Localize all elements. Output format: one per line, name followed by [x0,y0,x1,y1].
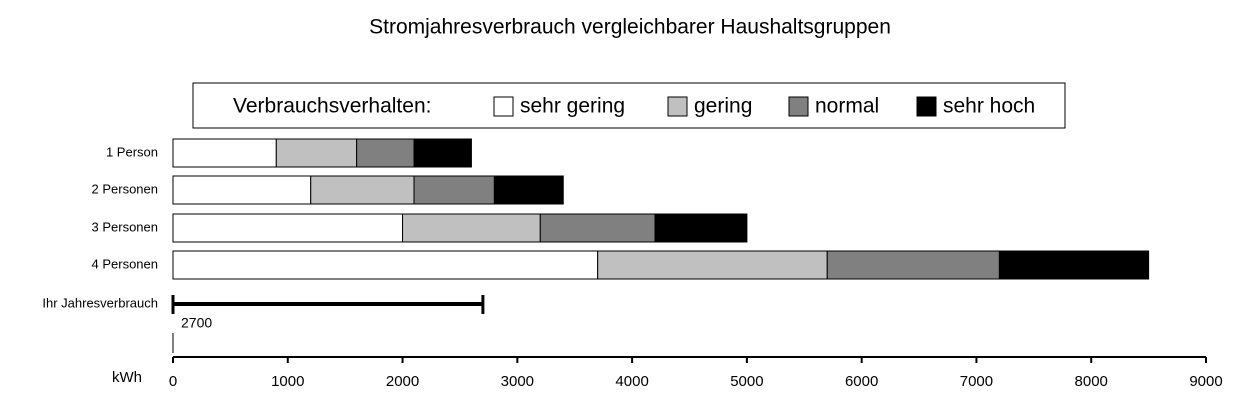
legend-label: sehr hoch [943,95,1035,118]
x-tick-label: 8000 [1075,373,1108,390]
bar-segment [413,175,495,205]
consumption-value: 2700 [181,315,212,331]
bar-segment [356,138,415,168]
consumption-label: Ihr Jahresverbrauch [42,295,158,310]
bar-segment [172,250,599,280]
y-tick-label: 2 Personen [92,181,159,196]
x-tick-label: 1000 [271,373,304,390]
legend-swatch [916,96,937,117]
bar-segment [413,138,472,168]
bar-segment [654,213,748,243]
bar-segment [998,250,1150,280]
bar-segment [275,138,358,168]
x-tick-label: 4000 [615,373,648,390]
bar-segment [539,213,656,243]
legend-swatch [788,96,809,117]
x-tick-label: 6000 [845,373,878,390]
bar-segment [172,175,312,205]
bar-segment [172,138,277,168]
bar-segment [172,213,404,243]
x-tick-label: 0 [169,373,177,390]
legend-label: normal [815,95,879,118]
x-tick-label: 7000 [960,373,993,390]
chart-title: Stromjahresverbrauch vergleichbarer Haus… [369,16,891,39]
x-tick-label: 5000 [730,373,763,390]
y-tick-label: 4 Personen [92,256,159,271]
x-tick-label: 2000 [386,373,419,390]
legend-swatch [493,96,514,117]
bar-segment [597,250,828,280]
bar-segment [826,250,1000,280]
bar-segment [402,213,541,243]
y-tick-label: 1 Person [106,144,158,159]
legend-swatch [667,96,688,117]
x-axis-label: kWh [112,369,142,386]
x-tick-label: 3000 [501,373,534,390]
legend-title: Verbrauchsverhalten: [233,95,431,118]
legend-label: gering [694,95,752,118]
y-tick-label: 3 Personen [92,219,159,234]
bar-segment [493,175,564,205]
x-tick-label: 9000 [1189,373,1222,390]
bar-segment [310,175,415,205]
legend-label: sehr gering [520,95,625,118]
